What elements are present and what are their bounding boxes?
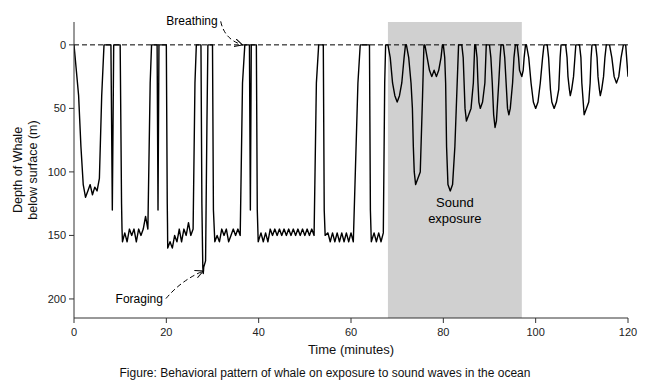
caption: Figure: Behavioral pattern of whale on e… (120, 366, 531, 380)
x-tick-label: 120 (619, 326, 637, 338)
x-tick-label: 40 (253, 326, 265, 338)
x-tick-label: 20 (160, 326, 172, 338)
annotation-arrow (166, 271, 203, 299)
x-tick (258, 318, 259, 323)
chart: 0 20 40 60 80 100 120 0 50 100 150 200 Time (minutes… (0, 0, 650, 385)
x-tick (351, 318, 352, 323)
y-tick (69, 235, 74, 236)
y-axis-label: Depth of Whalebelow surface (m) (11, 120, 40, 219)
y-tick-label: 150 (48, 229, 66, 241)
y-tick (69, 44, 74, 45)
x-tick-label: 100 (526, 326, 544, 338)
y-tick (69, 298, 74, 299)
x-tick-label: 60 (345, 326, 357, 338)
x-tick (628, 318, 629, 323)
x-tick (74, 318, 75, 323)
x-tick (443, 318, 444, 323)
y-tick (69, 171, 74, 172)
region-label: Soundexposure (428, 195, 481, 226)
y-tick-label: 50 (54, 102, 66, 114)
x-axis-label: Time (minutes) (308, 342, 394, 357)
x-tick-label: 0 (71, 326, 77, 338)
shaded-region (388, 22, 522, 318)
annotation-text: Foraging (116, 292, 163, 306)
x-tick (166, 318, 167, 323)
plot-area (74, 22, 628, 318)
y-tick (69, 108, 74, 109)
annotation-arrow (221, 21, 243, 45)
x-tick (535, 318, 536, 323)
annotation-text: Breathing (166, 14, 217, 28)
y-tick-label: 100 (48, 166, 66, 178)
depth-line (74, 45, 628, 274)
x-tick-label: 80 (437, 326, 449, 338)
y-axis-line (74, 22, 75, 318)
y-tick-label: 0 (60, 39, 66, 51)
y-tick-label: 200 (48, 293, 66, 305)
